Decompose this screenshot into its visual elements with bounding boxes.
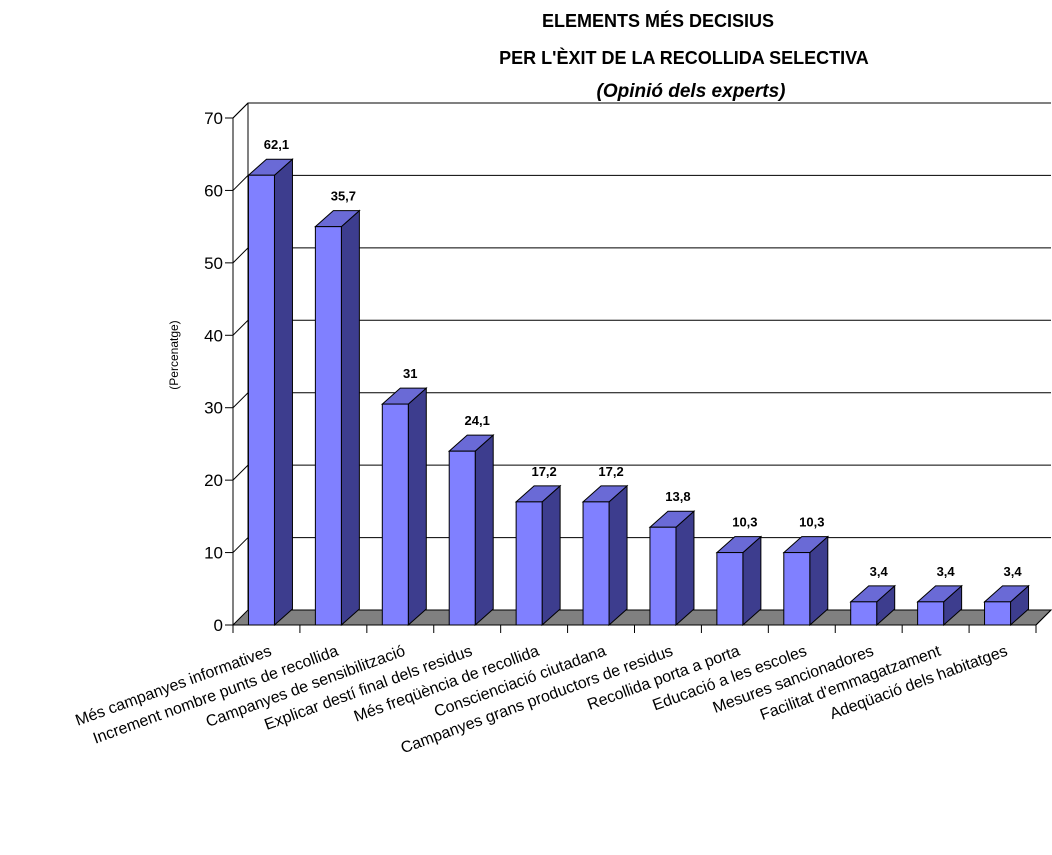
bar-front — [984, 601, 1012, 626]
data-label: 35,7 — [331, 189, 356, 204]
bar — [314, 209, 361, 627]
bar-side — [608, 484, 628, 627]
gridline — [232, 102, 1051, 119]
bar — [648, 510, 696, 627]
y-tick-label: 10 — [204, 544, 223, 563]
y-axis-label: (Percenatge) — [167, 320, 181, 389]
bar-front — [783, 552, 811, 626]
bar-side — [675, 510, 695, 627]
data-label: 10,3 — [732, 515, 757, 530]
bar-side — [273, 158, 293, 627]
y-tick-label: 50 — [204, 254, 223, 273]
data-label: 3,4 — [870, 564, 889, 579]
data-label: 13,8 — [665, 489, 690, 504]
data-label: 17,2 — [598, 464, 623, 479]
bar — [849, 584, 897, 627]
bar — [581, 484, 629, 627]
bar-side — [340, 209, 360, 627]
bar — [247, 158, 294, 627]
y-tick-label: 0 — [214, 616, 223, 635]
floor-right-edge — [1035, 609, 1052, 626]
data-label: 3,4 — [937, 564, 956, 579]
data-label: 10,3 — [799, 515, 824, 530]
bar-front — [649, 526, 677, 626]
bar — [715, 535, 763, 627]
chart-subtitle: (Opinió dels experts) — [597, 81, 786, 102]
data-label: 3,4 — [1004, 564, 1023, 579]
data-label: 24,1 — [465, 413, 490, 428]
bar-side — [407, 386, 427, 627]
bar — [380, 386, 428, 627]
bar-front — [314, 226, 342, 626]
bar — [916, 584, 963, 627]
bar — [782, 535, 830, 627]
bar-front — [850, 601, 878, 626]
y-tick-label: 30 — [204, 399, 223, 418]
chart-title-line1: ELEMENTS MÉS DECISIUS — [542, 10, 774, 31]
bar-front — [716, 552, 744, 626]
y-tick-label: 40 — [204, 326, 223, 345]
data-label: 17,2 — [531, 464, 556, 479]
bar-front — [917, 601, 945, 626]
data-label: 62,1 — [264, 137, 289, 152]
bar-side — [541, 484, 561, 627]
bar-front — [448, 450, 476, 626]
y-tick-label: 60 — [204, 181, 223, 200]
bar-front — [381, 403, 409, 626]
bar-front — [247, 174, 275, 626]
bar — [447, 434, 495, 627]
chart-title-line2: PER L'ÈXIT DE LA RECOLLIDA SELECTIVA — [499, 47, 869, 68]
bar-front — [582, 501, 610, 626]
y-tick-label: 70 — [204, 109, 223, 128]
data-label: 31 — [403, 366, 417, 381]
bar — [514, 484, 562, 627]
bar-side — [474, 434, 494, 627]
bar — [983, 584, 1030, 627]
bar-front — [515, 501, 543, 626]
y-tick-label: 20 — [204, 471, 223, 490]
